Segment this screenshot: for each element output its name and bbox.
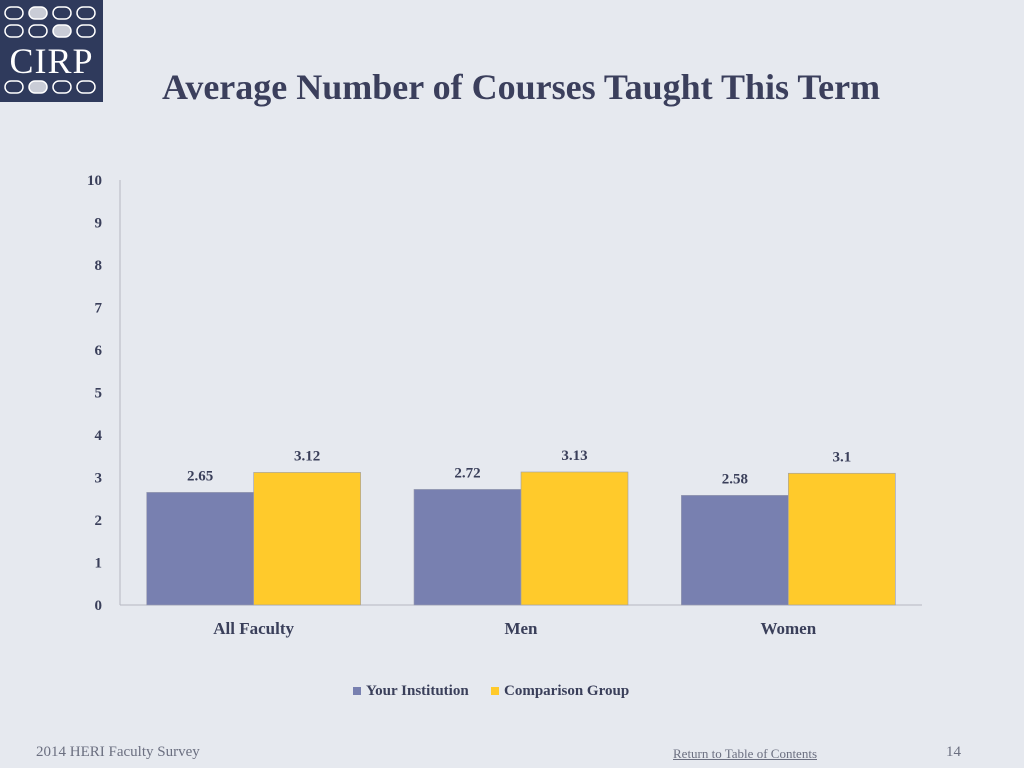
bar-comparison-group xyxy=(520,471,629,606)
data-label: 3.1 xyxy=(832,449,851,465)
data-label: 2.58 xyxy=(722,471,748,487)
page-number: 14 xyxy=(946,744,961,760)
y-tick-label: 4 xyxy=(95,428,103,444)
bar-comparison-group xyxy=(253,472,361,606)
y-tick-label: 9 xyxy=(95,216,103,232)
data-label: 3.12 xyxy=(294,448,320,464)
y-tick-label: 1 xyxy=(95,556,103,572)
return-to-toc-link[interactable]: Return to Table of Contents xyxy=(673,746,817,761)
data-label: 3.13 xyxy=(561,448,587,464)
legend-label: Your Institution xyxy=(366,683,469,699)
bar-your-institution xyxy=(146,492,254,606)
y-tick-label: 6 xyxy=(95,343,103,359)
x-tick-label: Men xyxy=(504,619,538,638)
logo-pill-pattern xyxy=(4,6,96,94)
data-label: 2.72 xyxy=(454,465,480,481)
x-tick-label: Women xyxy=(760,619,816,638)
y-tick-label: 7 xyxy=(95,301,103,317)
bar-your-institution xyxy=(681,495,789,606)
x-tick-label: All Faculty xyxy=(213,619,294,638)
bar-chart: 0 1 2 3 4 5 6 7 8 9 10 2.65 3.12 All Faculty 2.72 3.13 M… xyxy=(87,173,922,699)
y-tick-label: 2 xyxy=(95,513,103,529)
y-tick-label: 8 xyxy=(95,258,103,274)
cirp-logo: CIRP xyxy=(0,0,103,102)
legend-swatch xyxy=(353,687,361,695)
bar-your-institution xyxy=(413,489,522,606)
legend-swatch xyxy=(491,687,499,695)
y-tick-label: 3 xyxy=(95,471,103,487)
y-tick-label: 5 xyxy=(95,386,103,402)
logo-text: CIRP xyxy=(9,41,94,81)
y-tick-label: 0 xyxy=(95,598,103,614)
y-tick-label: 10 xyxy=(87,173,102,189)
footer-survey-label: 2014 HERI Faculty Survey xyxy=(36,744,200,760)
legend-label: Comparison Group xyxy=(504,683,629,699)
page-title: Average Number of Courses Taught This Te… xyxy=(162,67,881,107)
data-label: 2.65 xyxy=(187,468,213,484)
bar-comparison-group xyxy=(788,472,896,606)
